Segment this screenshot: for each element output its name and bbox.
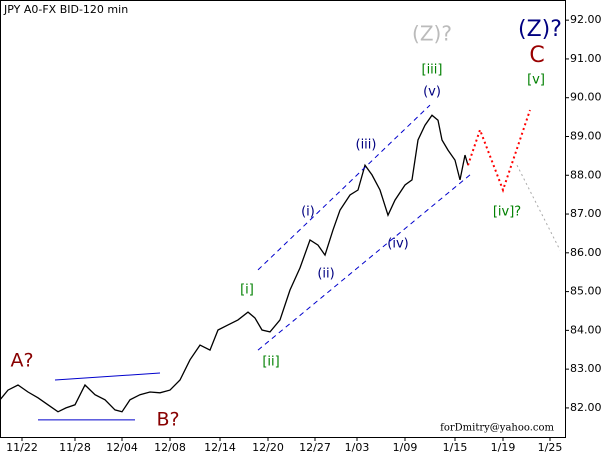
x-tick-label: 12/08 [154, 441, 186, 454]
wave-label: [iv]? [493, 205, 521, 220]
wave-label: [ii] [262, 355, 279, 370]
wave-label: (Z)? [412, 22, 452, 46]
wave-label: (v) [423, 85, 441, 100]
x-tick-label: 12/14 [204, 441, 236, 454]
price-line [467, 109, 531, 193]
x-tick-label: 1/09 [393, 441, 418, 454]
price-line [257, 104, 431, 271]
plot-frame [0, 0, 566, 438]
x-tick-label: 1/25 [538, 441, 563, 454]
wave-label: (ii) [317, 267, 334, 282]
x-tick-label: 1/19 [491, 441, 516, 454]
y-tick-label: 88.00 [570, 168, 602, 181]
y-tick-label: 82.00 [570, 401, 602, 414]
y-tick-label: 85.00 [570, 285, 602, 298]
wave-label: A? [10, 350, 33, 372]
chart-title: JPY A0-FX BID-120 min [3, 3, 128, 16]
y-tick-label: 91.00 [570, 52, 602, 65]
wave-label: [i] [240, 283, 254, 298]
wave-label: (iv) [387, 237, 408, 252]
y-tick-label: 83.00 [570, 362, 602, 375]
x-tick-label: 12/04 [106, 441, 138, 454]
x-tick-label: 1/15 [443, 441, 468, 454]
wave-label: C [529, 43, 544, 68]
wave-label: B? [156, 409, 179, 431]
wave-label: [v] [527, 73, 545, 88]
y-tick-label: 86.00 [570, 246, 602, 259]
y-tick-label: 84.00 [570, 323, 602, 336]
price-line [516, 164, 561, 251]
watermark: forDmitry@yahoo.com [440, 423, 554, 434]
price-line [0, 114, 469, 413]
price-line [257, 174, 471, 351]
y-tick-label: 89.00 [570, 129, 602, 142]
x-tick-label: 11/28 [59, 441, 91, 454]
wave-label: (Z)? [518, 17, 562, 42]
x-tick-label: 12/20 [252, 441, 284, 454]
x-tick-label: 1/03 [345, 441, 370, 454]
x-tick-label: 11/22 [6, 441, 38, 454]
wave-label: (i) [301, 205, 315, 220]
y-tick-label: 90.00 [570, 91, 602, 104]
price-line [54, 372, 161, 381]
x-tick-label: 12/27 [299, 441, 331, 454]
wave-label: [iii] [422, 63, 443, 78]
wave-label: (iii) [356, 138, 377, 153]
annotations: (Z)? (Z)? C [iii] [v] (v) (iii) (i) (ii)… [10, 17, 562, 434]
y-tick-label: 92.00 [570, 13, 602, 26]
y-tick-label: 87.00 [570, 207, 602, 220]
